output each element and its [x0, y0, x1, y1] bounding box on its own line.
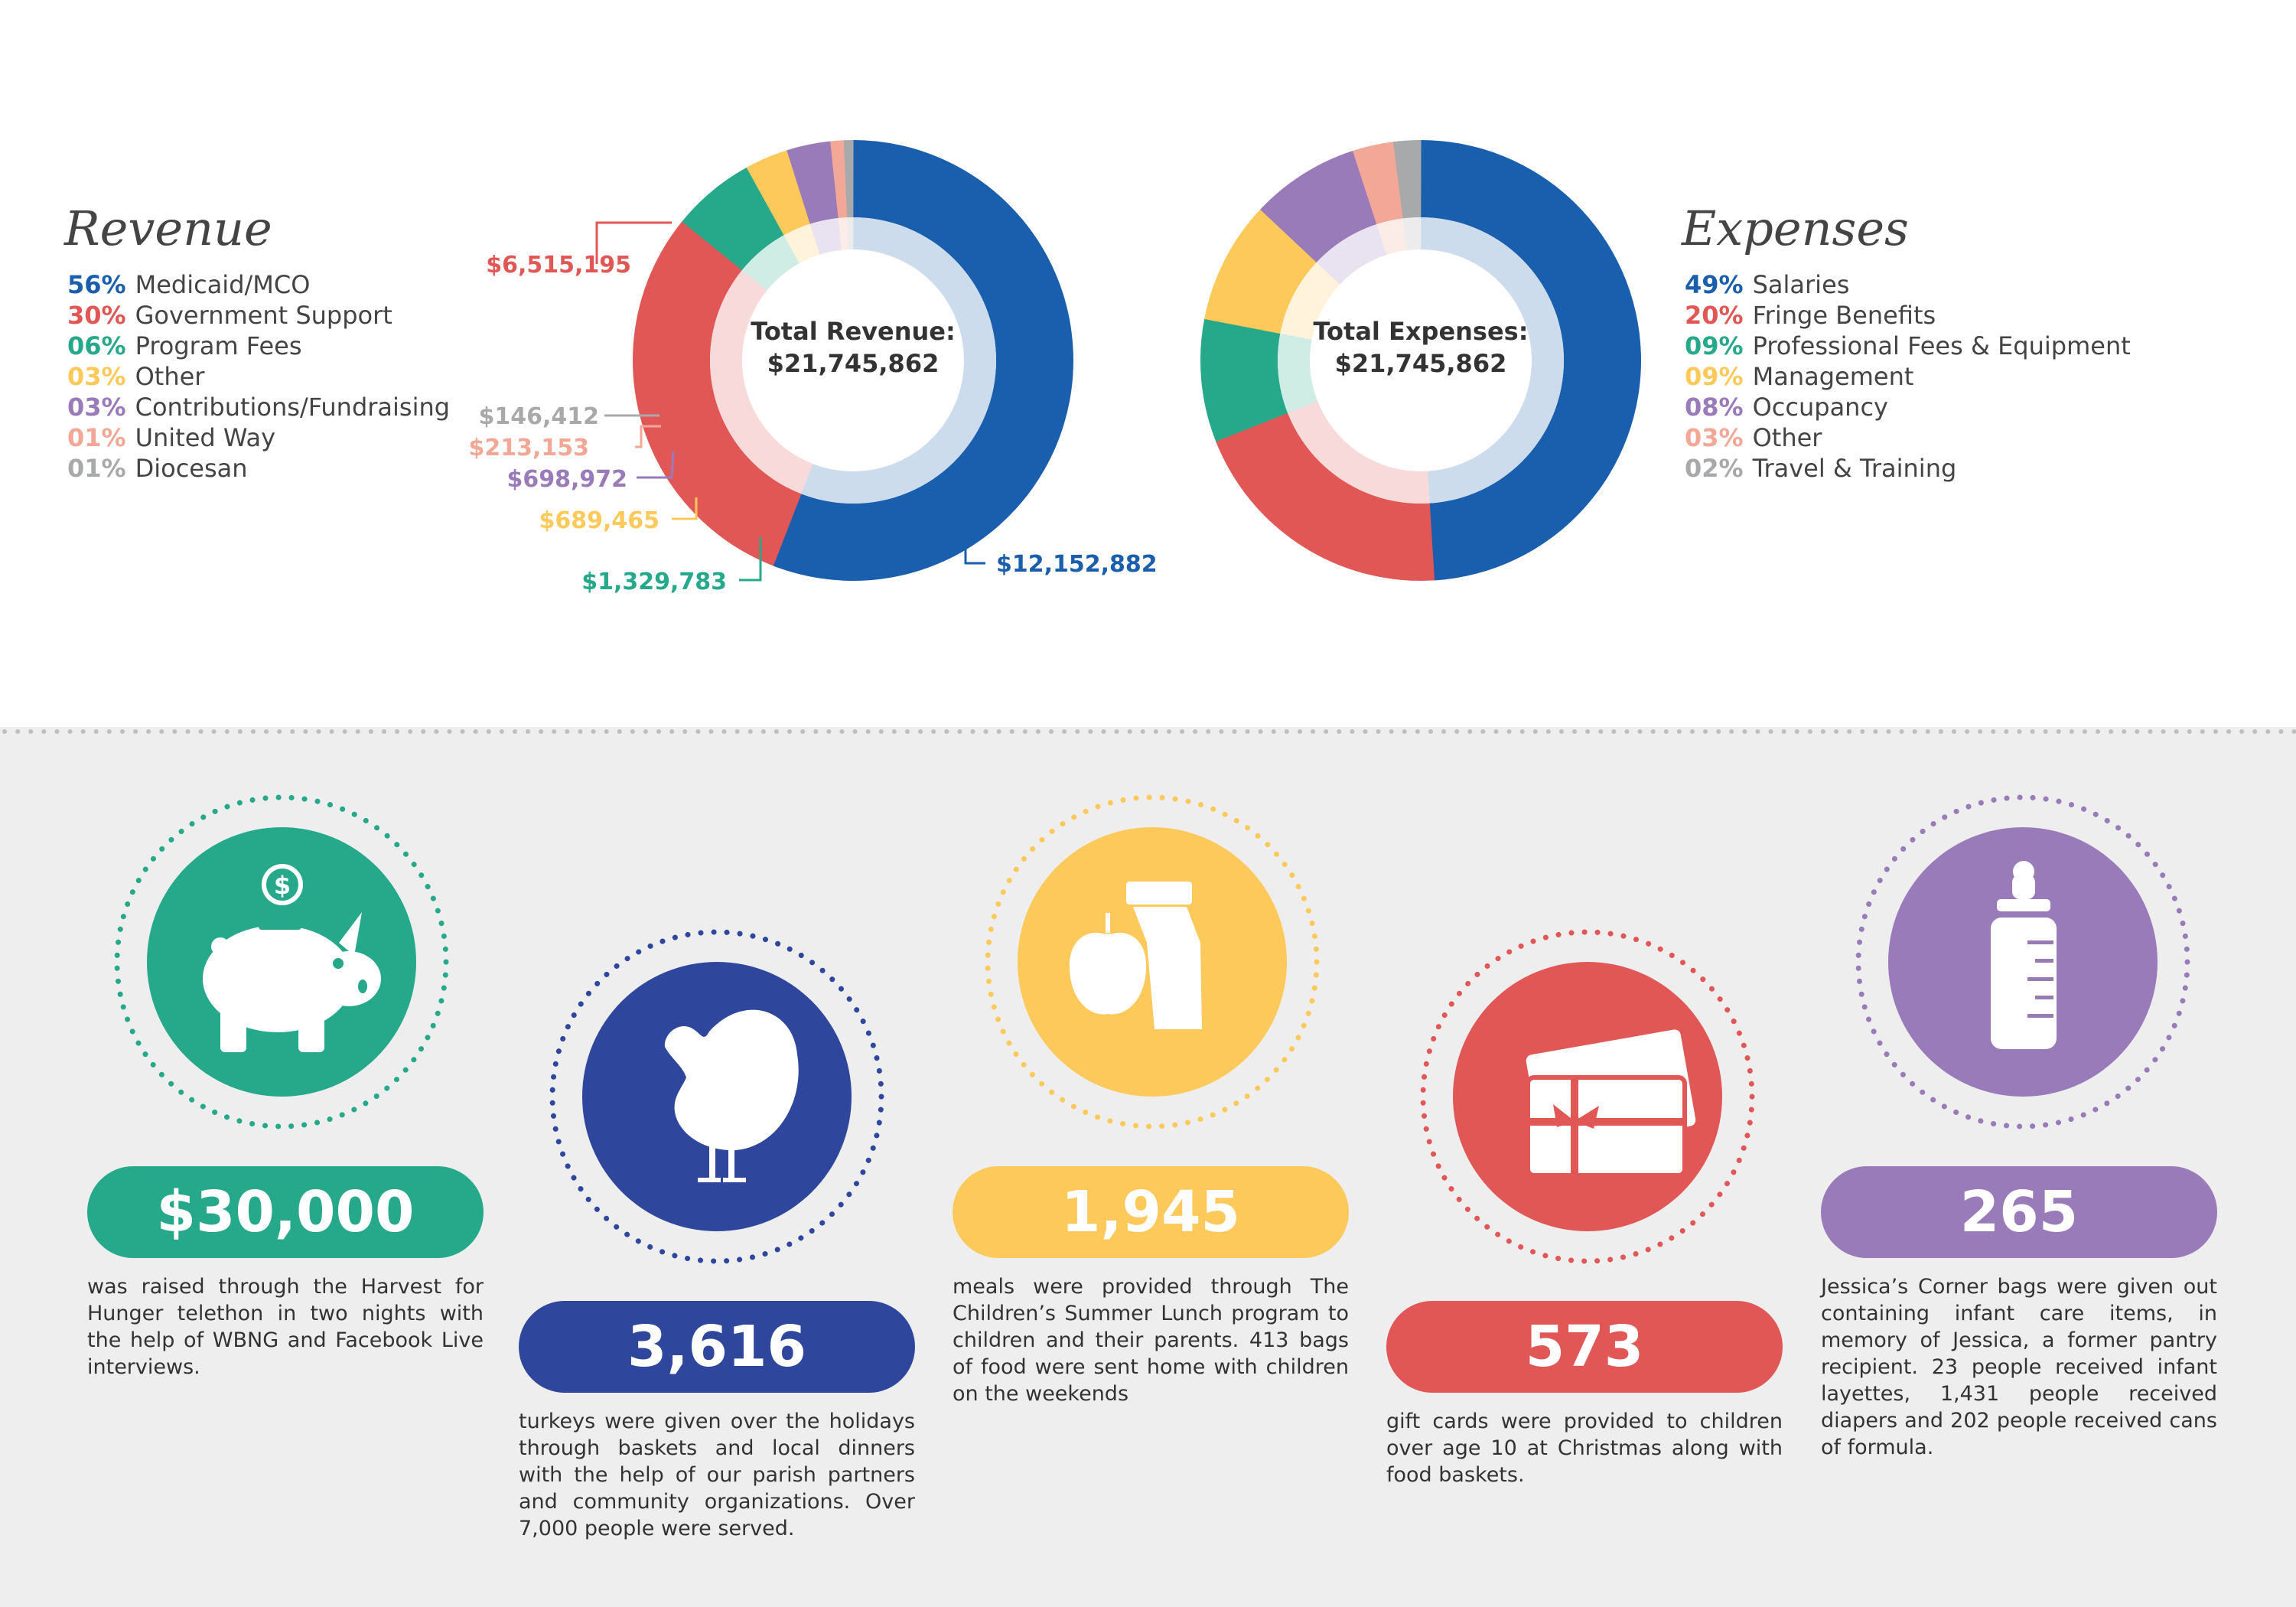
gift-card-icon: [1526, 1029, 1696, 1178]
legend-item: 49% Salaries: [1685, 269, 2131, 300]
legend-item: 03% Other: [1685, 422, 2131, 453]
legend-pct: 06%: [67, 331, 126, 360]
stat-5-value: 265: [1821, 1166, 2217, 1258]
stat-2-badge: [549, 929, 884, 1264]
financial-section: [0, 0, 2296, 727]
callout-line: [635, 425, 661, 448]
legend-label: Government Support: [135, 301, 392, 330]
callout-program: $1,329,783: [581, 569, 727, 595]
svg-text:$: $: [274, 871, 291, 900]
legend-item: 01% Diocesan: [67, 453, 450, 484]
revenue-legend: 56% Medicaid/MCO 30% Government Support 06…: [67, 269, 450, 484]
stat-1-badge: $: [114, 794, 449, 1129]
dotted-ring: [1420, 929, 1755, 1264]
legend-pct: 20%: [1685, 301, 1744, 330]
stat-5-badge: [1855, 794, 2190, 1129]
legend-item: 56% Medicaid/MCO: [67, 269, 450, 300]
callout-line: [637, 451, 675, 479]
legend-label: Contributions/Fundraising: [135, 393, 451, 422]
legend-label: Diocesan: [135, 454, 248, 483]
legend-item: 02% Travel & Training: [1685, 453, 2131, 484]
stat-2-description: turkeys were given over the holidays thr…: [519, 1410, 915, 1540]
legend-item: 06% Program Fees: [67, 331, 450, 361]
legend-label: Other: [135, 362, 205, 391]
legend-label: Program Fees: [135, 331, 302, 360]
legend-pct: 30%: [67, 301, 126, 330]
legend-label: Fringe Benefits: [1752, 301, 1936, 330]
legend-pct: 03%: [67, 393, 126, 422]
callout-united-way: $213,153: [468, 435, 589, 461]
stat-1-value: $30,000: [87, 1166, 484, 1258]
callout-line: [739, 537, 762, 582]
callout-line: [595, 221, 672, 264]
stat-4-value: 573: [1386, 1301, 1783, 1393]
dotted-ring: [549, 929, 884, 1264]
legend-label: Travel & Training: [1752, 454, 1957, 483]
stat-3-description: meals were provided through The Children…: [953, 1275, 1349, 1406]
stat-4-badge: [1420, 929, 1755, 1264]
revenue-callouts: $6,515,195 $146,412 $213,153 $698,972 $6…: [468, 221, 1158, 595]
expenses-title: Expenses: [1682, 200, 1909, 256]
callout-contributions: $698,972: [506, 466, 627, 493]
legend-item: 03% Contributions/Fundraising: [67, 392, 450, 422]
legend-label: Occupancy: [1752, 393, 1888, 422]
expenses-center-label: Total Expenses:: [1313, 317, 1528, 346]
stat-1-description: was raised through the Harvest for Hunge…: [87, 1275, 484, 1379]
expenses-center-value: $21,745,862: [1335, 349, 1507, 378]
legend-label: Professional Fees & Equipment: [1752, 331, 2131, 360]
callout-other: $689,465: [539, 507, 659, 534]
revenue-center-label: Total Revenue:: [751, 317, 956, 346]
legend-pct: 08%: [1685, 393, 1744, 422]
legend-pct: 03%: [1685, 423, 1744, 452]
dotted-ring: [985, 794, 1320, 1129]
legend-label: Salaries: [1752, 270, 1850, 299]
piggy-bank-icon: $: [203, 864, 381, 1052]
callout-line: [672, 497, 698, 520]
legend-pct: 03%: [67, 362, 126, 391]
donut-center: [742, 249, 964, 471]
callout-government: $6,515,195: [486, 252, 631, 279]
legend-pct: 09%: [1685, 362, 1744, 391]
callout-line: [964, 539, 985, 565]
callout-medicaid: $12,152,882: [996, 551, 1158, 578]
expenses-legend: 49% Salaries 20% Fringe Benefits 09% Profes…: [1685, 269, 2131, 484]
stat-3-badge: [985, 794, 1320, 1129]
legend-pct: 09%: [1685, 331, 1744, 360]
legend-item: 08% Occupancy: [1685, 392, 2131, 422]
donut-center: [1310, 249, 1532, 471]
legend-item: 09% Management: [1685, 361, 2131, 392]
legend-pct: 01%: [67, 423, 126, 452]
legend-pct: 56%: [67, 270, 126, 299]
revenue-title: Revenue: [64, 200, 272, 256]
stat-4-description: gift cards were provided to children ove…: [1386, 1410, 1783, 1487]
lunch-bag-icon: [1069, 882, 1202, 1029]
legend-pct: 01%: [67, 454, 126, 483]
revenue-center-value: $21,745,862: [767, 349, 940, 378]
legend-label: Other: [1752, 423, 1822, 452]
legend-item: 03% Other: [67, 361, 450, 392]
dotted-divider: [2, 729, 2296, 734]
turkey-icon: [664, 1009, 799, 1182]
expenses-donut-chart: Total Expenses: $21,745,862: [1200, 140, 1641, 581]
legend-label: United Way: [135, 423, 276, 452]
legend-item: 30% Government Support: [67, 300, 450, 331]
legend-item: 09% Professional Fees & Equipment: [1685, 331, 2131, 361]
dotted-ring: [1855, 794, 2190, 1129]
legend-item: 01% United Way: [67, 422, 450, 453]
legend-label: Medicaid/MCO: [135, 270, 311, 299]
stat-2-value: 3,616: [519, 1301, 915, 1393]
stat-3-value: 1,945: [953, 1166, 1349, 1258]
stat-5-description: Jessica’s Corner bags were given out con…: [1821, 1275, 2217, 1459]
legend-label: Management: [1752, 362, 1914, 391]
legend-item: 20% Fringe Benefits: [1685, 300, 2131, 331]
legend-pct: 02%: [1685, 454, 1744, 483]
callout-diocesan: $146,412: [478, 403, 599, 430]
dotted-ring: [114, 794, 449, 1129]
legend-pct: 49%: [1685, 270, 1744, 299]
revenue-donut-chart: Total Revenue: $21,745,862: [633, 140, 1073, 581]
